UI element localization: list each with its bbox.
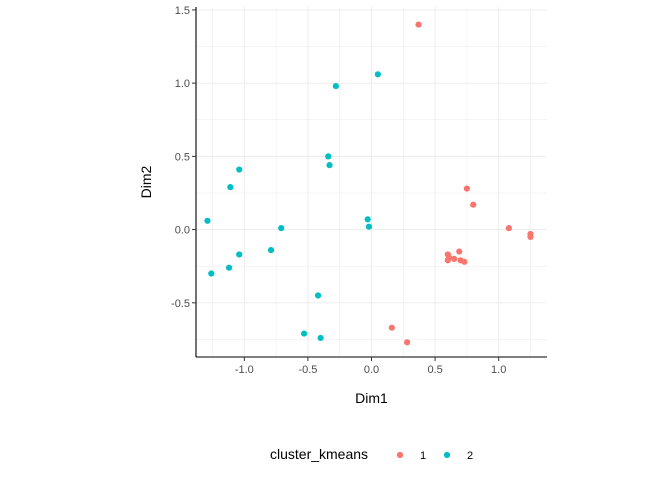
data-point-cluster-2 — [225, 264, 233, 271]
data-point-cluster-2 — [326, 162, 333, 169]
data-point-cluster-2 — [236, 166, 243, 173]
y-tick-label: 0.0 — [175, 225, 190, 237]
data-point-cluster-2 — [317, 334, 324, 342]
data-point-cluster-2 — [236, 251, 243, 258]
y-tick-label: -0.5 — [171, 298, 190, 310]
data-point-cluster-1 — [404, 339, 411, 346]
data-point-cluster-1 — [451, 255, 458, 262]
data-point-cluster-1 — [456, 248, 463, 255]
y-tick-label: 1.5 — [175, 5, 190, 17]
data-point-cluster-2 — [278, 225, 285, 232]
x-tick-label: -1.0 — [235, 364, 254, 376]
data-point-cluster-2 — [208, 270, 215, 277]
data-point-cluster-1 — [470, 201, 477, 208]
y-tick-label: 1.0 — [175, 78, 190, 90]
data-point-cluster-2 — [365, 223, 373, 230]
data-point-cluster-1 — [461, 258, 468, 265]
legend-label-2: 2 — [467, 450, 473, 462]
data-point-cluster-2 — [204, 217, 211, 224]
data-point-cluster-2 — [227, 184, 234, 191]
data-point-cluster-1 — [415, 21, 422, 28]
data-point-cluster-2 — [374, 71, 381, 78]
grid-lines — [196, 7, 547, 357]
data-point-cluster-1 — [527, 233, 534, 241]
x-tick-label: 1.0 — [491, 364, 506, 376]
data-point-cluster-1 — [388, 324, 395, 331]
data-point-cluster-1 — [444, 257, 451, 264]
x-tick-label: 0.5 — [427, 364, 442, 376]
data-point-cluster-2 — [332, 82, 339, 90]
data-point-cluster-2 — [300, 330, 308, 337]
x-tick-label: -0.5 — [298, 364, 317, 376]
data-point-cluster-2 — [364, 216, 371, 223]
data-points — [204, 21, 534, 346]
legend-label-1: 1 — [420, 450, 426, 462]
data-point-cluster-1 — [463, 185, 470, 192]
y-axis-title: Dim2 — [138, 165, 154, 198]
legend-title: cluster_kmeans — [270, 446, 368, 462]
data-point-cluster-1 — [505, 225, 512, 232]
data-point-cluster-2 — [314, 292, 322, 299]
legend-key-1 — [396, 451, 404, 459]
x-tick-label: 0.0 — [364, 364, 379, 376]
axis-ticks: -1.0 -0.5 0.0 0.5 1.0 -0.5 0.0 0.5 1.0 1.5 — [171, 5, 506, 376]
data-point-cluster-2 — [325, 153, 332, 160]
data-point-cluster-2 — [267, 246, 275, 254]
x-axis-title: Dim1 — [355, 390, 388, 406]
legend-key-2 — [443, 451, 451, 459]
y-tick-label: 0.5 — [175, 151, 190, 163]
